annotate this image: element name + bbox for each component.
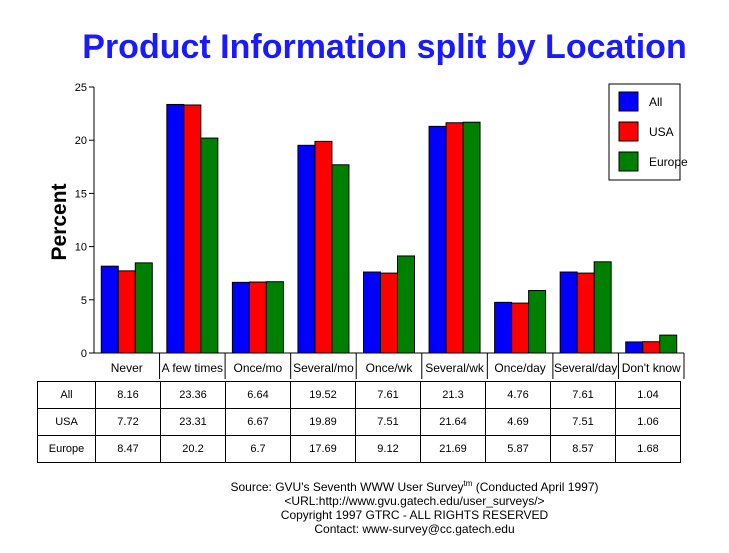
table-row: Europe 8.47 20.2 6.7 17.69 9.12 21.69 5.87 8.57 1… (37, 435, 681, 463)
legend-label-usa: USA (649, 125, 674, 139)
bar-usa-4 (380, 272, 398, 354)
chart-title: Product Information split by Location (82, 28, 687, 66)
table-row: USA 7.72 23.31 6.67 19.89 7.51 21.64 4.69 7.51 1.… (37, 408, 681, 436)
bar-europe-5 (462, 121, 481, 354)
source-notes: Source: GVU's Seventh WWW User Surveytm … (50, 477, 729, 536)
source-line-3: Copyright 1997 GTRC - ALL RIGHTS RESERVE… (280, 508, 549, 522)
x-tick-label: Once/wk (366, 361, 414, 375)
bar-usa-8 (642, 341, 661, 354)
y-axis-label: Percent (48, 183, 71, 260)
x-tick-label: Once/day (494, 361, 545, 375)
table-cell: 9.12 (355, 435, 421, 463)
table-cell: 8.57 (550, 435, 616, 463)
x-tick-label: Never (111, 361, 143, 375)
x-tick-label: Several/day (554, 361, 617, 375)
legend-swatch-usa (618, 121, 639, 142)
bar-europe-4 (397, 255, 415, 354)
bar-all-1 (166, 103, 185, 354)
bar-all-2 (231, 281, 250, 354)
table-cell: 4.69 (485, 408, 551, 436)
bar-usa-3 (314, 140, 333, 354)
table-cell: 17.69 (290, 435, 356, 463)
bar-europe-8 (659, 334, 678, 354)
bar-usa-5 (445, 122, 464, 354)
table-cell: 8.47 (95, 435, 161, 463)
table-cell: 23.31 (160, 408, 226, 436)
bar-all-3 (297, 144, 316, 354)
table-cell: 6.64 (225, 381, 291, 409)
bar-europe-0 (134, 262, 153, 354)
table-cell: 8.16 (95, 381, 161, 409)
table-cell: 21.69 (420, 435, 486, 463)
x-tick-label: A few times (162, 361, 223, 375)
bar-usa-2 (248, 281, 267, 354)
table-cell: 5.87 (485, 435, 551, 463)
bar-all-4 (363, 271, 381, 354)
bar-europe-6 (528, 290, 547, 354)
table-cell: 19.89 (290, 408, 356, 436)
y-tick-label: 20 (75, 135, 87, 147)
y-tick-label: 10 (75, 242, 87, 254)
legend-swatch-all (618, 91, 639, 112)
table-cell: 1.06 (615, 408, 681, 436)
table-row-label: Europe (37, 435, 96, 463)
legend: All USA Europe (608, 83, 688, 181)
table-cell: 1.68 (615, 435, 681, 463)
table-cell: 4.76 (485, 381, 551, 409)
bar-usa-7 (576, 272, 595, 354)
legend-swatch-europe (618, 151, 639, 172)
y-tick-label: 15 (75, 188, 87, 200)
bar-all-8 (625, 341, 644, 354)
table-cell: 23.36 (160, 381, 226, 409)
bar-usa-0 (117, 270, 136, 354)
source-line-4: Contact: www-survey@cc.gatech.edu (314, 522, 515, 536)
x-tick-label: Several/wk (425, 361, 485, 375)
bar-europe-7 (593, 261, 612, 354)
table-cell: 1.04 (615, 381, 681, 409)
table-row-label: USA (37, 408, 96, 436)
bar-europe-1 (200, 137, 219, 354)
table-cell: 7.51 (550, 408, 616, 436)
table-cell: 7.61 (355, 381, 421, 409)
table-cell: 6.67 (225, 408, 291, 436)
bar-all-7 (559, 271, 578, 354)
source-line-2: <URL:http://www.gvu.gatech.edu/user_surv… (284, 494, 545, 508)
y-tick-label: 0 (81, 348, 87, 360)
source-line-1: Source: GVU's Seventh WWW User Surveytm … (230, 479, 599, 494)
bar-all-5 (428, 125, 447, 354)
legend-label-all: All (649, 95, 662, 109)
y-tick-label: 5 (81, 295, 87, 307)
data-table: All 8.16 23.36 6.64 19.52 7.61 21.3 4.76 7.61 1.0… (37, 381, 681, 463)
x-tick-label: Don't know (622, 361, 681, 375)
table-cell: 21.64 (420, 408, 486, 436)
table-cell: 7.72 (95, 408, 161, 436)
bar-usa-1 (183, 104, 202, 354)
table-cell: 7.51 (355, 408, 421, 436)
bars (100, 103, 678, 354)
x-tick-label: Once/mo (234, 361, 283, 375)
table-cell: 20.2 (160, 435, 226, 463)
bar-usa-6 (511, 302, 530, 354)
table-cell: 19.52 (290, 381, 356, 409)
legend-label-europe: Europe (649, 155, 688, 169)
bar-europe-2 (265, 281, 284, 354)
bar-all-0 (100, 265, 119, 354)
x-tick-label: Several/mo (293, 361, 354, 375)
y-tick-label: 25 (75, 82, 87, 94)
table-row: All 8.16 23.36 6.64 19.52 7.61 21.3 4.76 7.61 1.0… (37, 381, 681, 409)
bar-all-6 (494, 301, 513, 354)
bar-europe-3 (331, 164, 350, 354)
table-row-label: All (37, 381, 96, 409)
table-cell: 21.3 (420, 381, 486, 409)
table-cell: 7.61 (550, 381, 616, 409)
table-cell: 6.7 (225, 435, 291, 463)
